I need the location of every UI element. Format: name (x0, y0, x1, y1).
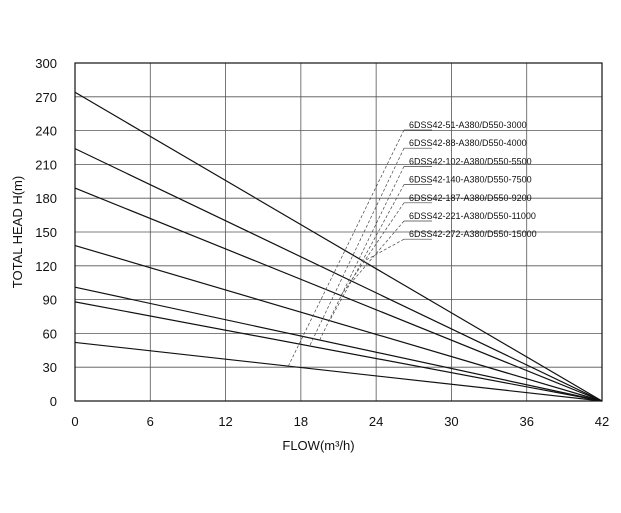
x-tick-label: 30 (444, 414, 458, 429)
legend-leader (329, 184, 405, 321)
y-tick-label: 270 (35, 90, 57, 105)
x-tick-label: 42 (595, 414, 609, 429)
legend-label: 6DSS42-140-A380/D550-7500 (409, 175, 532, 185)
x-tick-label: 18 (294, 414, 308, 429)
legend-leader (352, 220, 405, 282)
legend-leader (319, 166, 405, 341)
series-line (74, 286, 603, 402)
x-axis-title: FLOW(m³/h) (282, 438, 354, 453)
grid (74, 62, 603, 402)
tick-labels: 0 6 12 18 24 30 36 42 0 30 60 90 120 150 180 210 240 270 3… (35, 56, 609, 429)
legend-leader (287, 129, 405, 367)
series-line (74, 244, 603, 402)
series-line (74, 148, 603, 402)
legend-label: 6DSS42-102-A380/D550-5500 (409, 156, 532, 166)
series-line (74, 341, 603, 402)
y-tick-label: 60 (43, 326, 57, 341)
y-tick-label: 300 (35, 56, 57, 71)
y-tick-label: 180 (35, 191, 57, 206)
y-tick-label: 210 (35, 157, 57, 172)
x-tick-label: 24 (369, 414, 383, 429)
y-tick-label: 120 (35, 259, 57, 274)
legend-leader (363, 238, 405, 262)
plot-frame (74, 62, 603, 402)
x-tick-label: 0 (71, 414, 78, 429)
legend-leaders: 6DSS42-51-A380/D550-3000 6DSS42-88-A380/D… (287, 120, 537, 367)
y-tick-label: 30 (43, 360, 57, 375)
legend-label: 6DSS42-51-A380/D550-3000 (409, 120, 527, 130)
legend-label: 6DSS42-187-A380/D550-9200 (409, 193, 532, 203)
curves (74, 91, 603, 402)
series-line (74, 301, 603, 402)
legend-leader (309, 148, 405, 347)
y-tick-label: 150 (35, 225, 57, 240)
series-line (74, 91, 603, 402)
legend-label: 6DSS42-221-A380/D550-11000 (409, 211, 536, 221)
y-tick-label: 240 (35, 124, 57, 139)
legend-label: 6DSS42-88-A380/D550-4000 (409, 138, 527, 148)
series-line (74, 187, 603, 402)
y-tick-label: 0 (50, 394, 57, 409)
x-tick-label: 6 (147, 414, 154, 429)
x-tick-label: 12 (218, 414, 232, 429)
legend-label: 6DSS42-272-A380/D550-15000 (409, 229, 537, 239)
x-tick-label: 36 (519, 414, 533, 429)
y-tick-label: 90 (43, 293, 57, 308)
y-axis-title: TOTAL HEAD H(m) (10, 176, 25, 288)
legend-leader (340, 202, 405, 296)
